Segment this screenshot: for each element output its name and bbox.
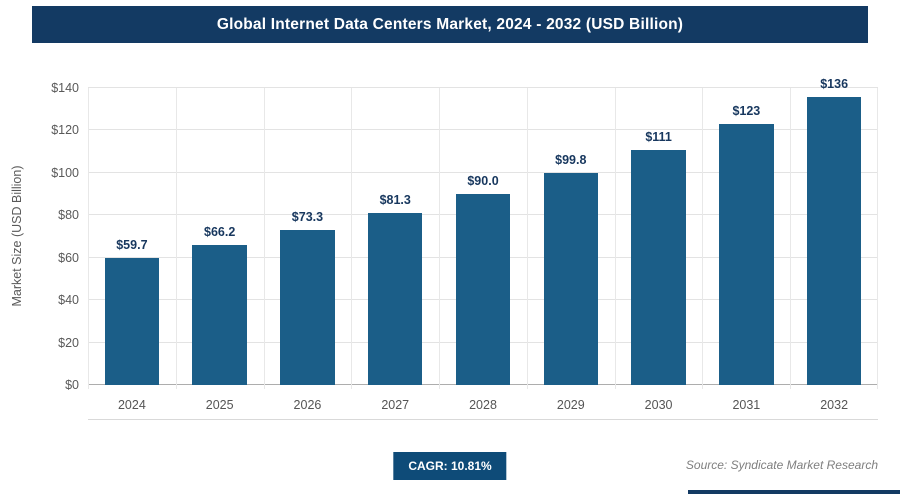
vertical-gridline xyxy=(614,88,616,389)
vertical-gridline xyxy=(877,88,878,389)
bar-slot: $59.7 xyxy=(88,88,176,385)
x-axis-label: 2028 xyxy=(469,398,497,412)
vertical-gridline xyxy=(790,88,792,389)
bar-value-label: $123 xyxy=(732,104,761,119)
gridline xyxy=(88,87,878,88)
x-axis-label: 2024 xyxy=(117,398,146,412)
bar-2028: $90.0 xyxy=(455,174,511,385)
bar-value-label: $59.7 xyxy=(116,238,148,253)
source-note: Source: Syndicate Market Research xyxy=(685,458,878,472)
y-tick-label: $40 xyxy=(58,293,79,308)
y-tick-label: $0 xyxy=(65,378,79,392)
cagr-badge: CAGR: 10.81% xyxy=(393,452,507,480)
x-axis-label: 2030 xyxy=(644,398,673,412)
y-tick-label: $100 xyxy=(51,165,79,180)
bar-slot: $81.3 xyxy=(351,88,439,385)
vertical-gridline xyxy=(526,88,528,389)
chart-title-banner: Global Internet Data Centers Market, 202… xyxy=(32,6,868,43)
bar-2025: $66.2 xyxy=(192,225,247,385)
bar-slot: $73.3 xyxy=(264,88,352,385)
x-axis-label: 2026 xyxy=(293,398,322,412)
bar-slot: $90.0 xyxy=(439,88,527,385)
bars-container: $59.7 $66.2 $73.3 $81.3 $90.0 $99.8 $111 $123 $1… xyxy=(88,77,878,385)
y-tick-label: $60 xyxy=(58,250,79,265)
vertical-gridline xyxy=(263,88,265,389)
bar-value-label: $111 xyxy=(645,129,672,144)
x-axis-label: 2032 xyxy=(820,398,849,412)
y-axis-title: Market Size (USD Billion) xyxy=(10,165,24,307)
plot-area: $59.7 $66.2 $73.3 $81.3 $90.0 $99.8 $111 $123 $1… xyxy=(51,77,878,392)
bar-value-label: $81.3 xyxy=(379,192,411,207)
bar-value-label: $66.2 xyxy=(204,224,236,239)
x-axis-label: 2029 xyxy=(556,398,585,412)
bar-2027: $81.3 xyxy=(368,193,423,385)
bar-2024: $59.7 xyxy=(104,238,160,385)
bar-value-label: $99.8 xyxy=(555,153,587,168)
bar-2031: $123 xyxy=(719,104,774,385)
bar-value-label: $90.0 xyxy=(467,174,499,189)
bar-2030: $111 xyxy=(631,130,686,385)
gridline xyxy=(88,171,878,173)
x-axis-labels: 2024 2025 2026 2027 2028 2029 2030 2031 2032 xyxy=(88,389,878,420)
vertical-gridline xyxy=(439,88,441,389)
bar-slot: $111 xyxy=(615,88,703,385)
y-tick-label: $20 xyxy=(58,335,79,350)
bar-2026: $73.3 xyxy=(280,210,335,385)
vertical-gridline xyxy=(175,88,177,389)
chart-title: Global Internet Data Centers Market, 202… xyxy=(216,15,684,33)
bar-slot: $136 xyxy=(790,77,878,385)
bar-value-label: $73.3 xyxy=(291,209,324,224)
footer-divider xyxy=(688,490,900,494)
bar-slot: $66.2 xyxy=(176,88,264,385)
x-axis-label: 2031 xyxy=(732,398,761,412)
bar-2029: $99.8 xyxy=(543,153,598,385)
y-tick-label: $120 xyxy=(51,123,79,138)
bar-slot: $123 xyxy=(702,88,790,385)
y-tick-label: $80 xyxy=(58,208,79,223)
bar-value-label: $136 xyxy=(820,76,849,91)
x-axis-label: 2025 xyxy=(205,398,234,412)
vertical-gridline xyxy=(351,88,353,389)
x-axis-label: 2027 xyxy=(381,398,410,412)
gridline xyxy=(88,129,878,131)
vertical-gridline xyxy=(88,88,89,389)
y-tick-label: $140 xyxy=(51,81,79,95)
vertical-gridline xyxy=(702,88,704,389)
bar-slot: $99.8 xyxy=(527,88,615,385)
bar-2032: $136 xyxy=(806,77,862,385)
